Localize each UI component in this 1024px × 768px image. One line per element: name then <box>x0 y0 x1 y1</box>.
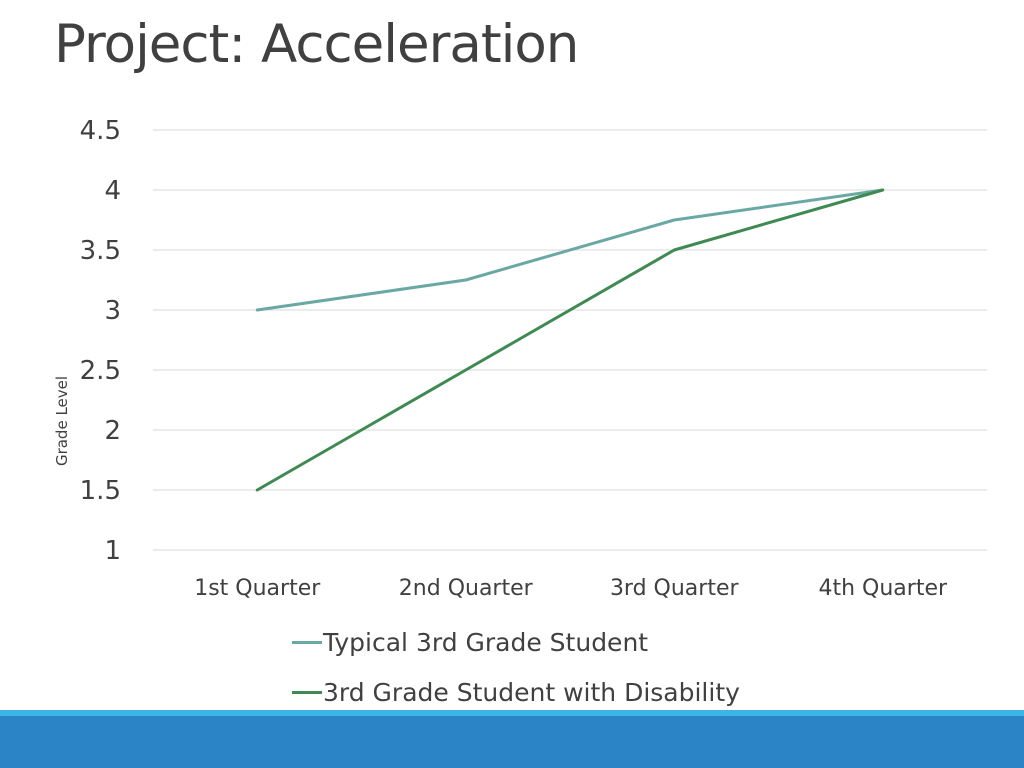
x-tick-label: 1st Quarter <box>194 576 321 601</box>
footer-accent-line <box>0 710 1024 716</box>
legend-swatch <box>292 690 322 694</box>
line-chart: 1 1.5 2 2.5 3 3.5 4 4.5 1st Quarter 2nd Quarter 3r… <box>53 116 987 601</box>
y-tick-label: 4.5 <box>80 116 121 146</box>
footer-band <box>0 716 1024 768</box>
x-tick-label: 4th Quarter <box>818 576 948 601</box>
slide-title: Project: Acceleration <box>54 14 579 75</box>
legend-item: 3rd Grade Student with Disability <box>292 667 740 717</box>
series-line <box>255 188 885 492</box>
y-tick-label: 1.5 <box>80 476 121 506</box>
y-axis-label: Grade Level <box>53 376 71 466</box>
series-line <box>255 188 885 312</box>
y-tick-label: 2 <box>104 416 121 446</box>
x-tick-label: 3rd Quarter <box>610 576 740 601</box>
legend-swatch <box>292 640 322 644</box>
legend-label: Typical 3rd Grade Student <box>323 627 649 657</box>
y-tick-label: 1 <box>104 536 121 566</box>
legend-item: Typical 3rd Grade Student <box>292 617 740 667</box>
y-tick-label: 4 <box>104 176 121 206</box>
x-tick-label: 2nd Quarter <box>399 576 534 601</box>
y-tick-label: 3.5 <box>80 236 121 266</box>
legend-label: 3rd Grade Student with Disability <box>323 677 740 707</box>
chart-legend: Typical 3rd Grade Student 3rd Grade Stude… <box>292 617 740 717</box>
y-tick-label: 2.5 <box>80 356 121 386</box>
y-tick-label: 3 <box>104 296 121 326</box>
